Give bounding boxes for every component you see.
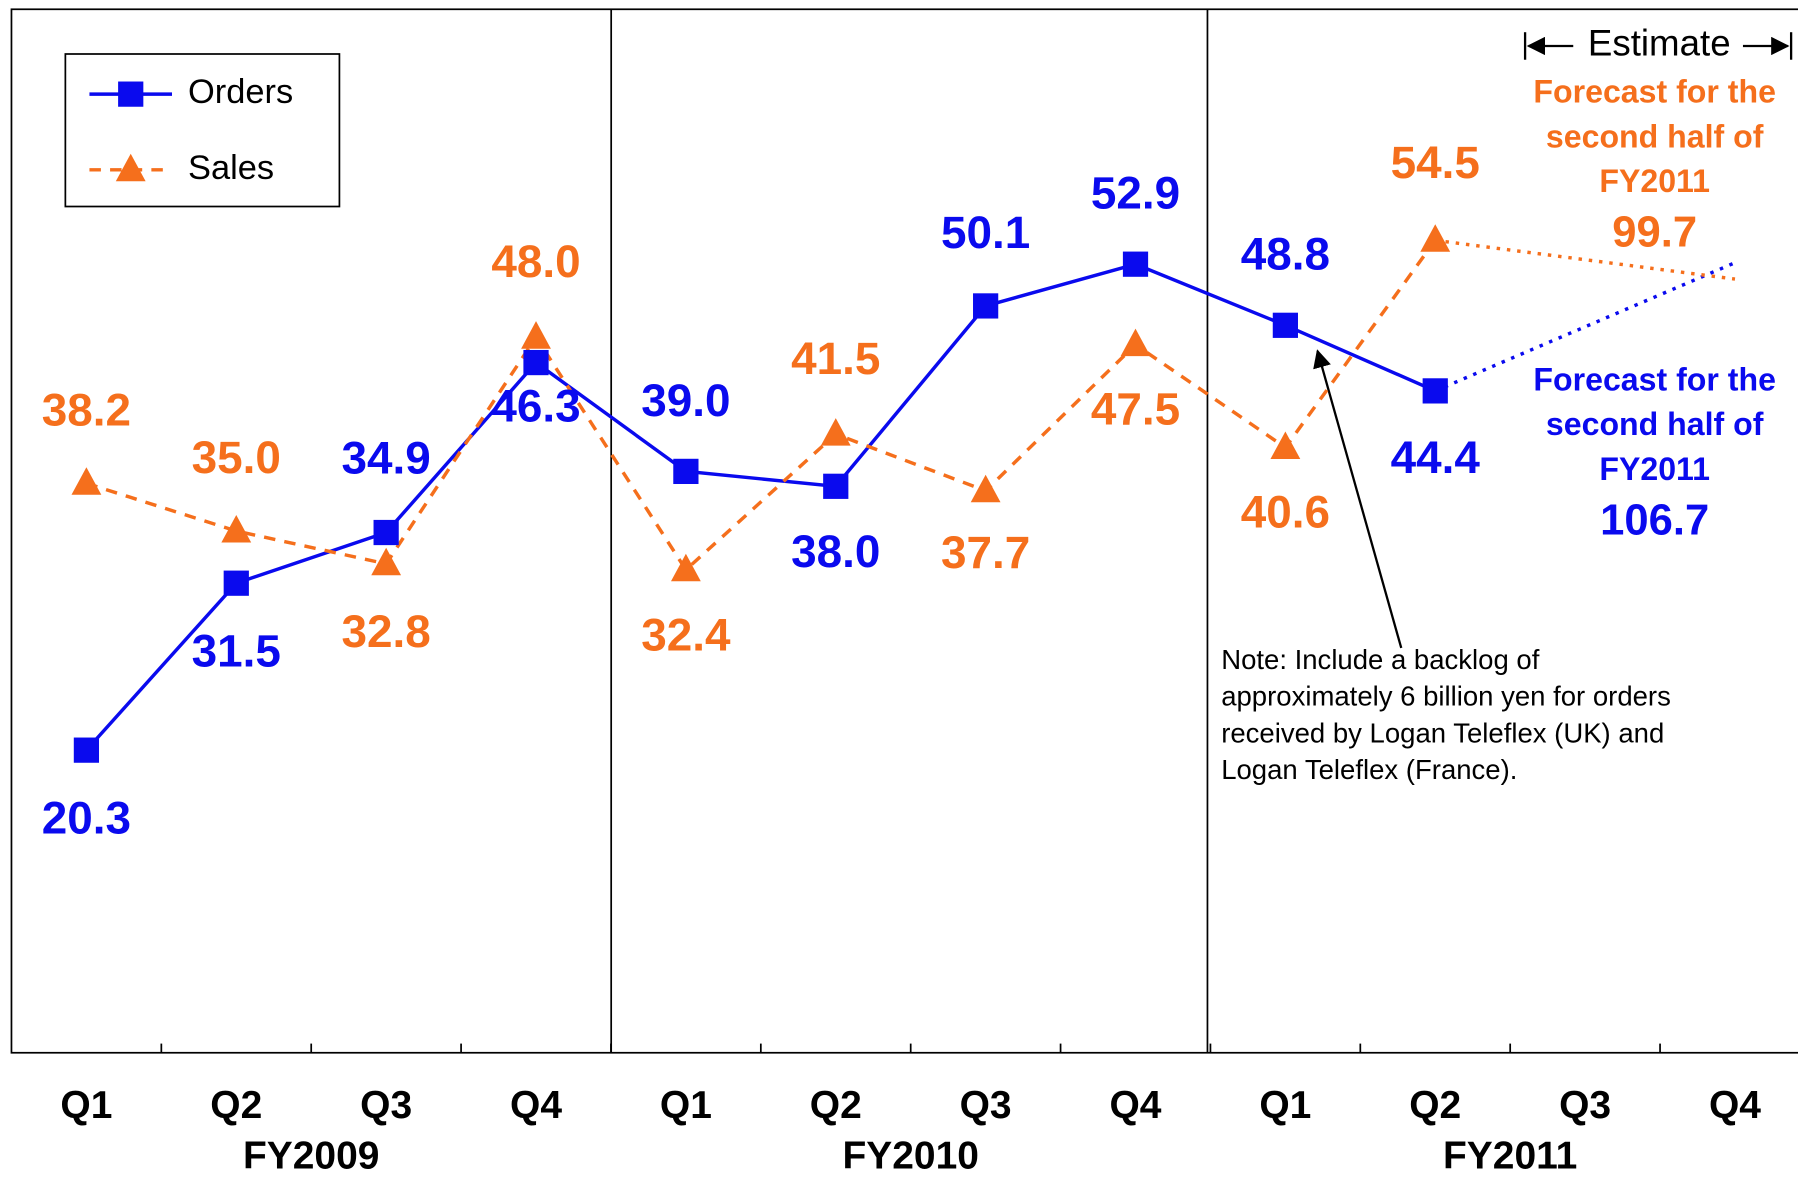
marker-square <box>73 737 100 763</box>
forecast-text: second half of <box>1546 406 1764 442</box>
data-label: 41.5 <box>791 332 880 384</box>
x-tick-label: Q2 <box>1409 1084 1461 1127</box>
data-label: 52.9 <box>1091 167 1180 219</box>
data-label: 34.9 <box>342 432 431 484</box>
group-label: FY2011 <box>1443 1135 1577 1178</box>
data-label: 20.3 <box>42 791 131 843</box>
x-tick-label: Q2 <box>210 1084 262 1127</box>
forecast-value: 99.7 <box>1612 209 1697 257</box>
data-label: 48.0 <box>491 235 580 287</box>
x-tick-label: Q3 <box>1559 1084 1611 1127</box>
data-label: 38.0 <box>791 525 880 577</box>
marker-triangle <box>670 553 701 582</box>
data-label: 31.5 <box>192 624 281 676</box>
x-tick-label: Q3 <box>960 1084 1012 1127</box>
marker-triangle <box>1120 328 1151 357</box>
forecast-text: Forecast for the <box>1533 74 1776 110</box>
data-label: 35.0 <box>192 431 281 483</box>
x-tick-label: Q4 <box>510 1084 562 1127</box>
marker-triangle <box>820 418 851 446</box>
x-tick-label: Q1 <box>1259 1084 1311 1127</box>
x-tick-label: Q2 <box>810 1084 862 1127</box>
legend-box <box>64 53 341 208</box>
marker-triangle <box>221 514 252 543</box>
data-label: 46.3 <box>491 380 580 432</box>
marker-square <box>373 519 399 546</box>
note-text: Logan Teleflex (France). <box>1221 754 1517 785</box>
marker-triangle <box>371 547 402 576</box>
marker-square <box>1122 251 1149 277</box>
legend-marker <box>118 81 144 107</box>
marker-triangle <box>521 321 551 349</box>
data-label: 32.8 <box>342 605 431 657</box>
x-tick-label: Q1 <box>60 1084 112 1127</box>
data-label: 54.5 <box>1391 136 1480 188</box>
series-line <box>85 262 1436 752</box>
marker-triangle <box>970 474 1001 503</box>
data-label: 48.8 <box>1241 228 1330 280</box>
marker-square <box>1422 378 1448 404</box>
forecast-text: FY2011 <box>1599 163 1710 199</box>
note-text: approximately 6 billion yen for orders <box>1221 681 1671 712</box>
data-label: 39.0 <box>641 374 730 426</box>
data-label: 44.4 <box>1391 431 1481 483</box>
forecast-value: 106.7 <box>1600 497 1709 545</box>
marker-square <box>673 458 699 485</box>
plot-frame <box>10 8 1798 1054</box>
data-label: 38.2 <box>42 383 131 435</box>
data-label: 40.6 <box>1241 485 1330 537</box>
marker-square <box>823 473 849 499</box>
estimate-label: Estimate <box>1588 23 1731 64</box>
marker-triangle <box>71 467 102 495</box>
x-tick-label: Q3 <box>360 1084 412 1127</box>
series-line <box>85 239 1437 573</box>
forecast-text: Forecast for the <box>1533 361 1776 397</box>
x-tick-label: Q1 <box>660 1084 712 1127</box>
data-label: 32.4 <box>641 609 731 661</box>
legend-label: Orders <box>188 73 293 111</box>
marker-triangle <box>1420 224 1451 252</box>
forecast-line <box>1434 261 1736 393</box>
marker-triangle <box>1270 431 1301 460</box>
forecast-text: second half of <box>1546 118 1764 154</box>
legend-label: Sales <box>188 149 274 187</box>
data-label: 47.5 <box>1091 382 1180 434</box>
note-text: received by Logan Teleflex (UK) and <box>1221 717 1664 748</box>
legend-marker <box>115 153 146 182</box>
forecast-text: FY2011 <box>1599 451 1710 487</box>
data-label: 37.7 <box>941 526 1030 578</box>
note-arrow <box>1313 349 1403 649</box>
data-label: 50.1 <box>941 206 1030 258</box>
group-label: FY2010 <box>842 1135 979 1178</box>
group-label: FY2009 <box>243 1135 380 1178</box>
x-tick-label: Q4 <box>1709 1084 1761 1127</box>
x-tick-label: Q4 <box>1110 1084 1162 1127</box>
marker-square <box>1272 312 1298 338</box>
note-text: Note: Include a backlog of <box>1221 644 1540 675</box>
marker-square <box>523 349 549 376</box>
marker-square <box>223 570 249 596</box>
marker-square <box>973 293 999 319</box>
